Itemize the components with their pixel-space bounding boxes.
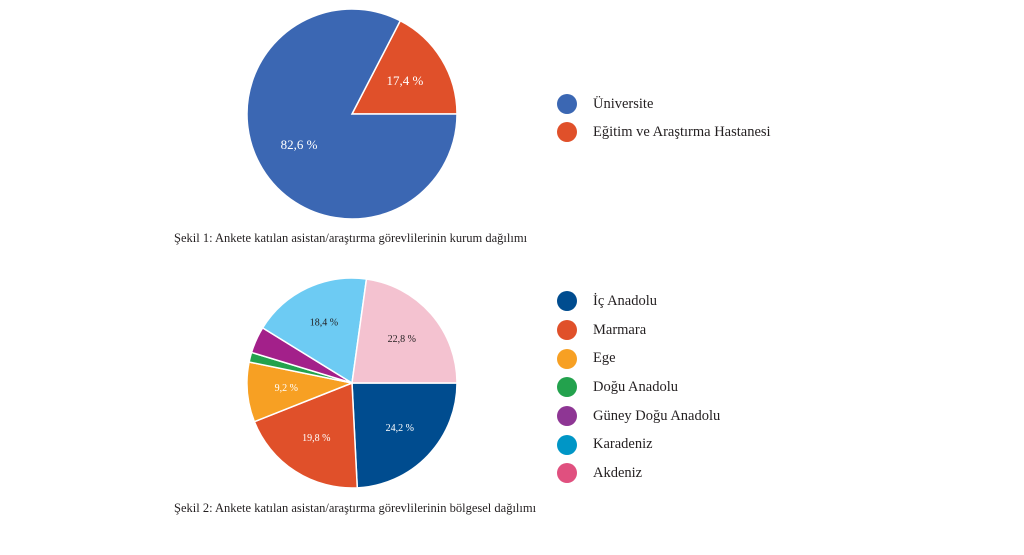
pie-chart-institution: 17,4 % 82,6 % [246, 8, 458, 220]
figure-1-caption: Şekil 1: Ankete katılan asistan/araştırm… [174, 231, 528, 245]
pie-slice-marmara [253, 381, 359, 489]
legend-swatch [557, 291, 577, 312]
legend-label: Üniversite [593, 95, 654, 112]
pie-slice-label-marmara: 19,8 % [302, 433, 330, 444]
legend-swatch [557, 320, 577, 341]
legend-label: Doğu Anadolu [593, 378, 678, 395]
legend-swatch [557, 377, 577, 398]
pie-chart-region: 24,2 % 19,8 % 9,2 % 18,4 % 22,8 % [246, 277, 458, 489]
legend-swatch [557, 434, 577, 455]
legend-swatch [557, 348, 577, 369]
legend-swatch [557, 406, 577, 427]
legend-label: Güney Doğu Anadolu [593, 407, 721, 424]
legend-region: İç Anadolu Marmara Ege Doğu Anadolu Güne… [557, 287, 720, 488]
legend-label: Karadeniz [593, 436, 653, 453]
legend-item-egitim-arastirma-hastanesi: Eğitim ve Araştırma Hastanesi [557, 118, 771, 146]
legend-item-ic-anadolu: İç Anadolu [557, 287, 720, 316]
pie-slice-ic-anadolu [351, 382, 458, 489]
legend-label: Akdeniz [593, 464, 643, 481]
legend-label: İç Anadolu [593, 292, 658, 309]
legend-item-akdeniz: Akdeniz [557, 459, 720, 488]
legend-label: Ege [593, 350, 616, 367]
legend-swatch [557, 122, 577, 142]
legend-item-ege: Ege [557, 344, 720, 373]
legend-item-dogu-anadolu: Doğu Anadolu [557, 373, 720, 402]
legend-item-marmara: Marmara [557, 316, 720, 345]
legend-swatch [557, 463, 577, 484]
figure-2-caption: Şekil 2: Ankete katılan asistan/araştırm… [174, 501, 537, 515]
pie-slice-label-akdeniz: 22,8 % [388, 334, 416, 345]
legend-swatch [557, 94, 577, 114]
pie-slice-label-ege: 9,2 % [275, 383, 298, 394]
pie-slice-label-egitim-ve-arastirma-hastanesi: 17,4 % [387, 73, 424, 88]
legend-institution: Üniversite Eğitim ve Araştırma Hastanesi [557, 90, 771, 146]
pie-slice-egitim-ve-arastirma-hastanesi [350, 19, 458, 115]
pie-slice-label-karadeniz: 18,4 % [310, 318, 338, 329]
legend-item-universite: Üniversite [557, 90, 771, 118]
pie-slice-label-universite: 82,6 % [281, 137, 318, 152]
pie-slice-akdeniz [351, 278, 458, 384]
pie-slice-label-ic-anadolu: 24,2 % [386, 423, 414, 434]
legend-item-guney-dogu-anadolu: Güney Doğu Anadolu [557, 402, 720, 431]
legend-item-karadeniz: Karadeniz [557, 430, 720, 459]
pie-slice-universite [246, 8, 458, 220]
legend-label: Marmara [593, 321, 647, 338]
legend-label: Eğitim ve Araştırma Hastanesi [593, 123, 771, 140]
pie-slice-karadeniz [261, 277, 368, 385]
